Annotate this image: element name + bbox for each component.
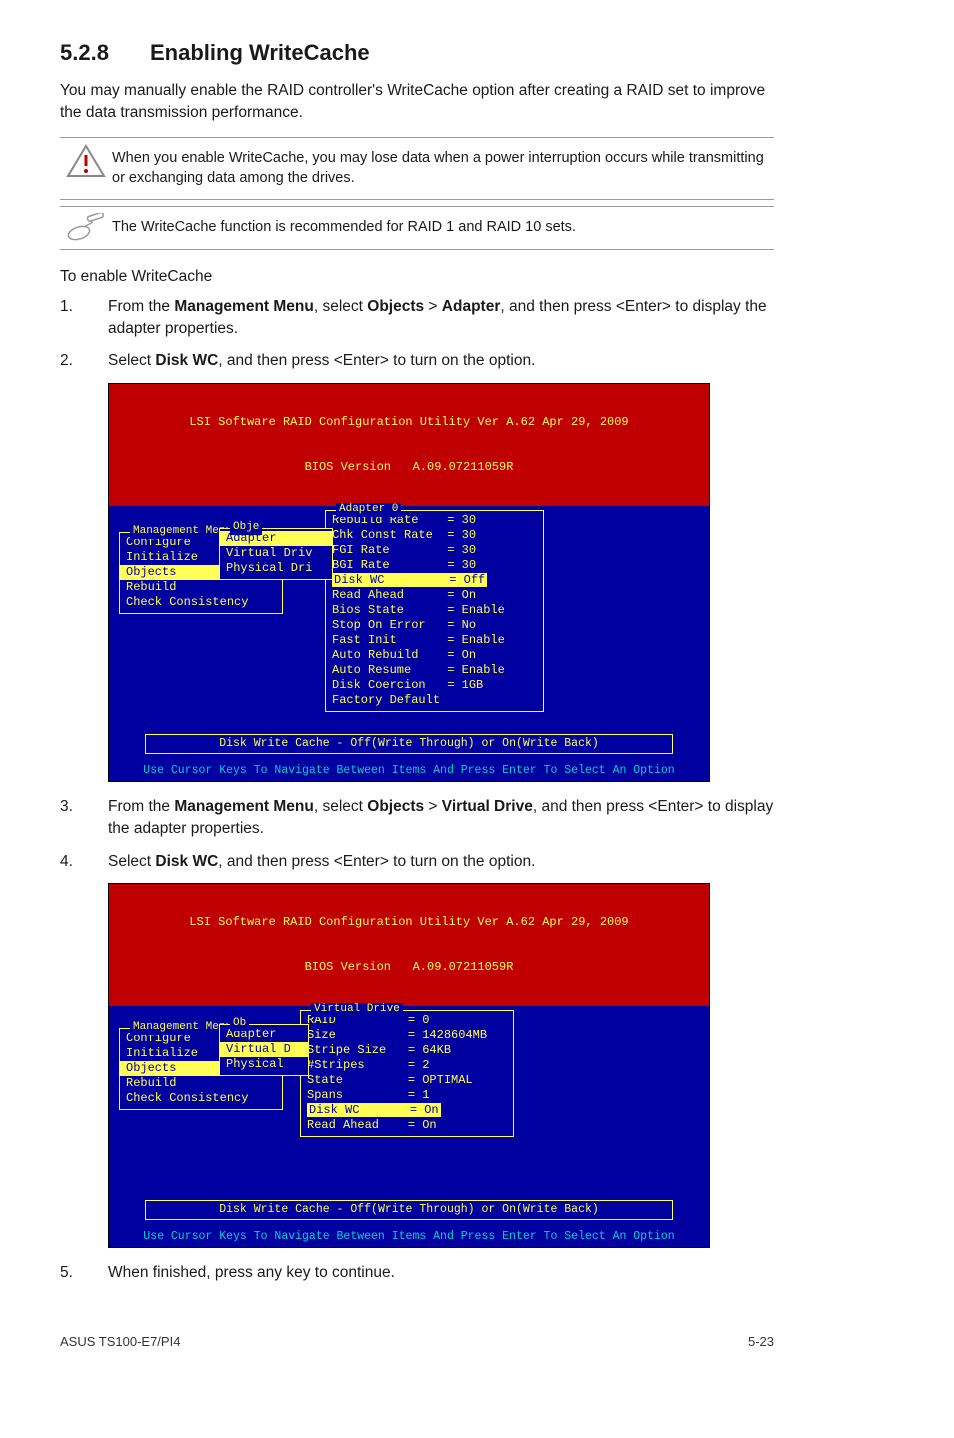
adapter-row[interactable]: Disk Coercion = 1GB bbox=[332, 678, 537, 693]
section-title: Enabling WriteCache bbox=[150, 40, 370, 65]
adapter-row[interactable]: FGI Rate = 30 bbox=[332, 543, 537, 558]
steps-list-cont: From the Management Menu, select Objects… bbox=[60, 796, 774, 873]
mgmt-item-rebuild[interactable]: Rebuild bbox=[126, 1076, 276, 1091]
vdrive-row[interactable]: Stripe Size = 64KB bbox=[307, 1043, 507, 1058]
vdrive-row[interactable]: Spans = 1 bbox=[307, 1088, 507, 1103]
step-1: From the Management Menu, select Objects… bbox=[60, 296, 774, 341]
adapter-row[interactable]: Bios State = Enable bbox=[332, 603, 537, 618]
step-5: When finished, press any key to continue… bbox=[60, 1262, 774, 1284]
warning-text: When you enable WriteCache, you may lose… bbox=[112, 144, 774, 193]
mgmt-item-rebuild[interactable]: Rebuild bbox=[126, 580, 276, 595]
note-text: The WriteCache function is recommended f… bbox=[112, 213, 576, 241]
step-4: Select Disk WC, and then press <Enter> t… bbox=[60, 851, 774, 873]
section-heading: 5.2.8Enabling WriteCache bbox=[60, 40, 774, 66]
adapter-row[interactable]: BGI Rate = 30 bbox=[332, 558, 537, 573]
bios-footer-nav: Use Cursor Keys To Navigate Between Item… bbox=[109, 762, 709, 780]
mgmt-item-check[interactable]: Check Consistency bbox=[126, 1091, 276, 1106]
bios-body: Virtual Drive RAID = 0 Size = 1428604MB … bbox=[109, 1006, 709, 1228]
adapter-row[interactable]: Factory Default bbox=[332, 693, 537, 708]
bios-screenshot-vdrive: LSI Software RAID Configuration Utility … bbox=[108, 883, 710, 1248]
vdrive-row[interactable]: Read Ahead = On bbox=[307, 1118, 507, 1133]
vdrive-row[interactable]: Size = 1428604MB bbox=[307, 1028, 507, 1043]
warning-callout: When you enable WriteCache, you may lose… bbox=[60, 137, 774, 200]
mgmt-item-check[interactable]: Check Consistency bbox=[126, 595, 276, 610]
virtual-drive-panel: Virtual Drive RAID = 0 Size = 1428604MB … bbox=[300, 1010, 514, 1137]
adapter-row-diskwc[interactable]: Disk WC = Off bbox=[332, 573, 537, 588]
objects-item-virtual[interactable]: Virtual D bbox=[220, 1042, 308, 1057]
bios-screenshot-adapter: LSI Software RAID Configuration Utility … bbox=[108, 383, 710, 782]
intro-paragraph: You may manually enable the RAID control… bbox=[60, 80, 774, 125]
objects-submenu-panel: Obje Adapter Virtual Driv Physical Dri bbox=[219, 528, 333, 580]
bios-body: Adapter 0 Rebuild Rate = 30 Chk Const Ra… bbox=[109, 506, 709, 762]
bios-footer-nav: Use Cursor Keys To Navigate Between Item… bbox=[109, 1228, 709, 1246]
vdrive-row-diskwc[interactable]: Disk WC = On bbox=[307, 1103, 507, 1118]
adapter-row[interactable]: Auto Resume = Enable bbox=[332, 663, 537, 678]
section-number: 5.2.8 bbox=[60, 40, 150, 66]
step-2: Select Disk WC, and then press <Enter> t… bbox=[60, 350, 774, 372]
adapter-row[interactable]: Read Ahead = On bbox=[332, 588, 537, 603]
bios-title-bar: LSI Software RAID Configuration Utility … bbox=[109, 384, 709, 506]
adapter-row[interactable]: Chk Const Rate = 30 bbox=[332, 528, 537, 543]
steps-list-cont2: When finished, press any key to continue… bbox=[60, 1262, 774, 1284]
adapter-row[interactable]: Auto Rebuild = On bbox=[332, 648, 537, 663]
objects-submenu-title: Obje bbox=[230, 521, 262, 535]
note-icon bbox=[60, 213, 112, 243]
steps-list: From the Management Menu, select Objects… bbox=[60, 296, 774, 373]
adapter-row[interactable]: Fast Init = Enable bbox=[332, 633, 537, 648]
note-callout: The WriteCache function is recommended f… bbox=[60, 206, 774, 250]
footer-left: ASUS TS100-E7/PI4 bbox=[60, 1334, 180, 1349]
adapter0-title: Adapter 0 bbox=[336, 503, 401, 517]
bios-title-bar: LSI Software RAID Configuration Utility … bbox=[109, 884, 709, 1006]
step-3: From the Management Menu, select Objects… bbox=[60, 796, 774, 841]
page-footer: ASUS TS100-E7/PI4 5-23 bbox=[60, 1334, 774, 1349]
objects-submenu-title: Ob bbox=[230, 1017, 249, 1031]
objects-item-virtual[interactable]: Virtual Driv bbox=[226, 546, 326, 561]
warning-icon bbox=[60, 144, 112, 178]
objects-item-physical[interactable]: Physical bbox=[226, 1057, 302, 1072]
vdrive-row[interactable]: #Stripes = 2 bbox=[307, 1058, 507, 1073]
objects-submenu-panel: Ob Adapter Virtual D Physical bbox=[219, 1024, 309, 1076]
bios-help-line: Disk Write Cache - Off(Write Through) or… bbox=[145, 734, 672, 754]
procedure-title: To enable WriteCache bbox=[60, 268, 774, 286]
adapter-row[interactable]: Stop On Error = No bbox=[332, 618, 537, 633]
footer-right: 5-23 bbox=[748, 1334, 774, 1349]
bios-help-line: Disk Write Cache - Off(Write Through) or… bbox=[145, 1200, 672, 1220]
objects-item-physical[interactable]: Physical Dri bbox=[226, 561, 326, 576]
vdrive-row[interactable]: State = OPTIMAL bbox=[307, 1073, 507, 1088]
virtual-drive-title: Virtual Drive bbox=[311, 1003, 403, 1017]
adapter0-panel: Adapter 0 Rebuild Rate = 30 Chk Const Ra… bbox=[325, 510, 544, 712]
